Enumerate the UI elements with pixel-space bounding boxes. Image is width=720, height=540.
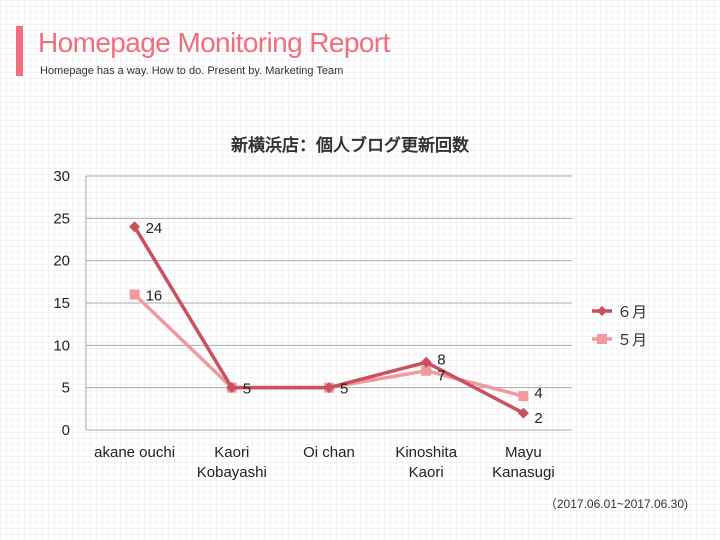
chart-title: 新横浜店：個人ブログ更新回数: [231, 135, 470, 156]
data-point: [323, 382, 335, 394]
x-tick-label: Mayu Kanasugi: [492, 444, 555, 481]
legend-label: ５月: [617, 331, 647, 349]
y-tick-label: 10: [53, 337, 70, 354]
title-accent-bar: [16, 26, 23, 76]
data-point: [129, 221, 141, 233]
y-tick-label: 0: [62, 422, 70, 439]
x-tick-label: akane ouchi: [94, 444, 175, 461]
data-point: [517, 407, 529, 419]
data-point: [518, 391, 529, 402]
data-label: 8: [437, 351, 445, 368]
legend-swatch-marker: [597, 334, 607, 344]
report-subtitle: Homepage has a way. How to do. Present b…: [40, 65, 344, 77]
chart-data-labels: 24 5 5 8 2 16 7 4: [146, 220, 543, 427]
data-point: [129, 289, 140, 300]
y-tick-label: 20: [53, 253, 70, 270]
data-label: 5: [243, 381, 251, 398]
data-point: [226, 382, 238, 394]
report-period: （2017.06.01~2017.06.30): [544, 497, 688, 511]
data-label: 4: [534, 385, 542, 402]
x-tick-label: Oi chan: [303, 444, 355, 461]
data-label: 16: [146, 288, 163, 305]
legend-swatch-marker: [597, 306, 607, 316]
y-tick-label: 15: [53, 295, 70, 312]
chart-legend: ６月 ５月: [592, 303, 647, 349]
data-label: 7: [437, 368, 445, 385]
y-tick-label: 25: [53, 210, 70, 227]
data-point: [420, 356, 432, 368]
data-label: 5: [340, 381, 348, 398]
report-title: Homepage Monitoring Report: [38, 27, 390, 58]
y-tick-label: 30: [53, 168, 70, 185]
x-tick-label: Kinoshita Kaori: [395, 444, 457, 481]
data-label: 2: [534, 410, 542, 427]
chart-series: [129, 221, 529, 419]
data-point: [421, 365, 432, 376]
data-label: 24: [146, 220, 163, 237]
legend-label: ６月: [617, 303, 647, 321]
y-tick-label: 5: [62, 380, 70, 397]
x-tick-label: Kaori Kobayashi: [197, 444, 267, 481]
